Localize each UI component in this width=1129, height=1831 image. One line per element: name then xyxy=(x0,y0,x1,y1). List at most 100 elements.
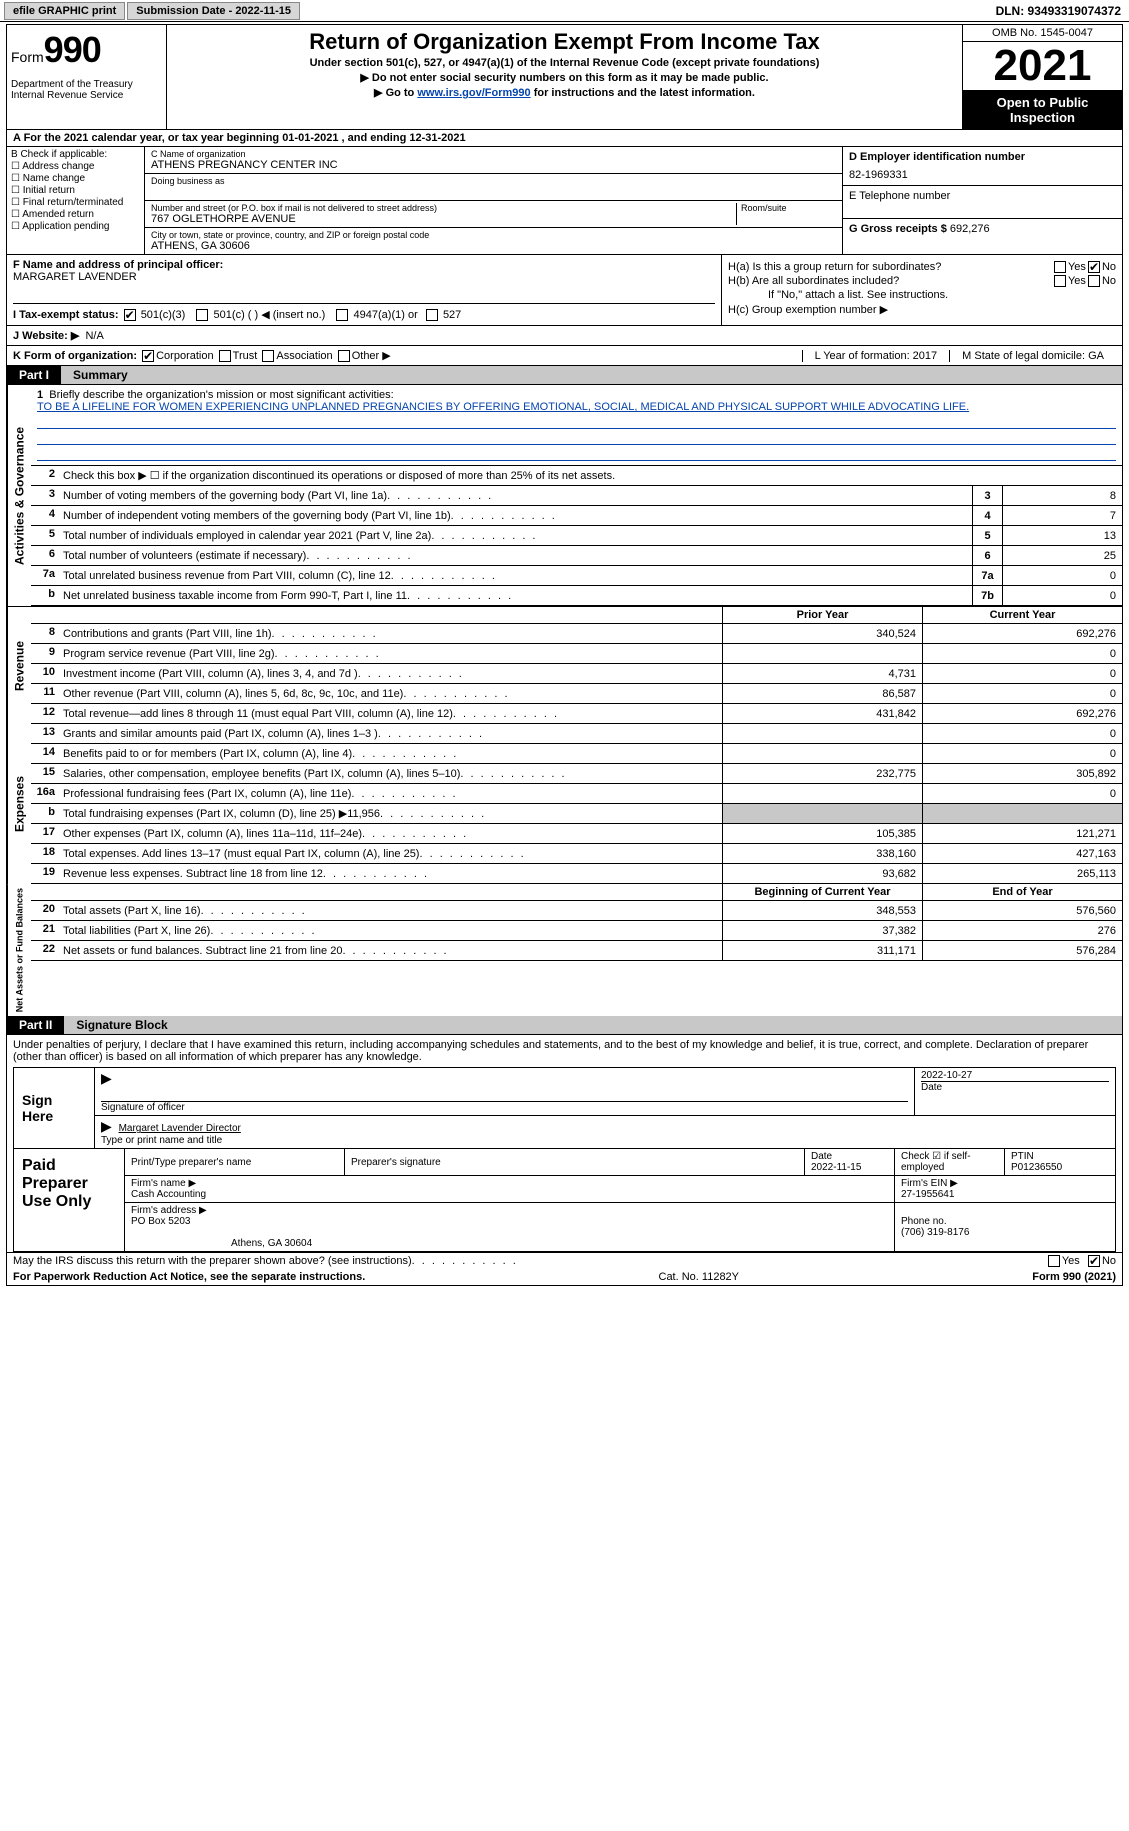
current-val: 0 xyxy=(922,684,1122,703)
form-title: Return of Organization Exempt From Incom… xyxy=(175,29,954,55)
chk-application-pending[interactable]: ☐ Application pending xyxy=(11,221,140,232)
form-990-page: Form990 Department of the Treasury Inter… xyxy=(6,24,1123,1286)
chk-527[interactable] xyxy=(426,309,438,321)
line-2-num: 2 xyxy=(31,466,59,485)
side-revenue: Revenue xyxy=(7,607,31,724)
tax-exempt-label: I Tax-exempt status: xyxy=(13,309,119,321)
dept-label: Department of the Treasury Internal Reve… xyxy=(11,79,162,101)
opt-501c: 501(c) ( ) ◀ (insert no.) xyxy=(214,309,326,321)
line-num: 21 xyxy=(31,921,59,940)
current-val: 276 xyxy=(922,921,1122,940)
discuss-no[interactable] xyxy=(1088,1255,1100,1267)
prior-val: 348,553 xyxy=(722,901,922,920)
gov-row-7a: 7a Total unrelated business revenue from… xyxy=(31,566,1122,586)
prior-val xyxy=(722,804,922,823)
discuss-yes[interactable] xyxy=(1048,1255,1060,1267)
line-num: 4 xyxy=(31,506,59,525)
line-val: 8 xyxy=(1002,486,1122,505)
line-text: Grants and similar amounts paid (Part IX… xyxy=(59,724,722,743)
chk-trust[interactable] xyxy=(219,350,231,362)
gross-label: G Gross receipts $ xyxy=(849,223,947,235)
chk-final-return[interactable]: ☐ Final return/terminated xyxy=(11,197,140,208)
part-2-tab: Part II xyxy=(7,1016,64,1034)
chk-initial-return[interactable]: ☐ Initial return xyxy=(11,185,140,196)
part-1-title: Summary xyxy=(61,366,1122,384)
ha-yes[interactable] xyxy=(1054,261,1066,273)
col-h-group: H(a) Is this a group return for subordin… xyxy=(722,255,1122,325)
website-value: N/A xyxy=(85,330,103,342)
prior-val: 86,587 xyxy=(722,684,922,703)
submission-date-label: Submission Date - 2022-11-15 xyxy=(127,2,300,20)
line-box: 5 xyxy=(972,526,1002,545)
chk-address-change[interactable]: ☐ Address change xyxy=(11,161,140,172)
line-num: b xyxy=(31,804,59,823)
line-text: Total assets (Part X, line 16) xyxy=(59,901,722,920)
arrow-icon: ▶ xyxy=(101,1070,112,1086)
city-label: City or town, state or province, country… xyxy=(151,230,836,240)
chk-other[interactable] xyxy=(338,350,350,362)
line-num: b xyxy=(31,586,59,605)
hc-label: H(c) Group exemption number ▶ xyxy=(728,303,888,316)
form-subtitle-2: ▶ Do not enter social security numbers o… xyxy=(175,71,954,84)
line-num: 22 xyxy=(31,941,59,960)
ein-value: 82-1969331 xyxy=(849,169,1116,181)
prior-val xyxy=(722,784,922,803)
chk-501c3[interactable] xyxy=(124,309,136,321)
firm-addr: PO Box 5203 xyxy=(131,1216,888,1227)
chk-name-change[interactable]: ☐ Name change xyxy=(11,173,140,184)
addr-label: Number and street (or P.O. box if mail i… xyxy=(151,203,736,213)
form-number: 990 xyxy=(44,29,101,70)
line-box: 3 xyxy=(972,486,1002,505)
hdr-beginning-year: Beginning of Current Year xyxy=(722,884,922,900)
current-val: 0 xyxy=(922,744,1122,763)
chk-amended-return[interactable]: ☐ Amended return xyxy=(11,209,140,220)
line-text: Total number of volunteers (estimate if … xyxy=(59,546,972,565)
hb-no[interactable] xyxy=(1088,275,1100,287)
firm-ein-label: Firm's EIN ▶ xyxy=(901,1178,1109,1189)
line-text: Revenue less expenses. Subtract line 18 … xyxy=(59,864,722,883)
chk-corporation[interactable] xyxy=(142,350,154,362)
line-val: 25 xyxy=(1002,546,1122,565)
hb-yes[interactable] xyxy=(1054,275,1066,287)
mission-text[interactable]: TO BE A LIFELINE FOR WOMEN EXPERIENCING … xyxy=(37,401,969,413)
line-text: Net unrelated business taxable income fr… xyxy=(59,586,972,605)
chk-4947[interactable] xyxy=(336,309,348,321)
ha-no[interactable] xyxy=(1088,261,1100,273)
line-val: 0 xyxy=(1002,586,1122,605)
dln-label: DLN: 93493319074372 xyxy=(996,4,1129,18)
chk-501c[interactable] xyxy=(196,309,208,321)
line-2-text: Check this box ▶ ☐ if the organization d… xyxy=(59,466,1122,485)
prior-val: 232,775 xyxy=(722,764,922,783)
paid-preparer-block: Paid Preparer Use Only Print/Type prepar… xyxy=(13,1149,1116,1252)
line-text: Total revenue—add lines 8 through 11 (mu… xyxy=(59,704,722,723)
website-label: J Website: ▶ xyxy=(13,329,79,342)
prior-val: 311,171 xyxy=(722,941,922,960)
col-c-org-info: C Name of organization ATHENS PREGNANCY … xyxy=(145,147,842,254)
tax-year: 2021 xyxy=(963,42,1122,91)
chk-association[interactable] xyxy=(262,350,274,362)
line-num: 12 xyxy=(31,704,59,723)
mission-label: Briefly describe the organization's miss… xyxy=(49,389,393,401)
discuss-no-label: No xyxy=(1102,1255,1116,1267)
efile-print-button[interactable]: efile GRAPHIC print xyxy=(4,2,125,20)
form-page-label: Form 990 (2021) xyxy=(1032,1271,1116,1283)
governance-section: Activities & Governance 1 Briefly descri… xyxy=(7,385,1122,606)
prep-date-label: Date xyxy=(811,1151,888,1162)
firm-phone-label: Phone no. xyxy=(901,1216,1109,1227)
opt-trust: Trust xyxy=(233,350,258,362)
opt-501c3: 501(c)(3) xyxy=(141,309,186,321)
sign-here-label: Sign Here xyxy=(14,1068,94,1148)
year-formation: L Year of formation: 2017 xyxy=(802,350,950,362)
row-12: 12 Total revenue—add lines 8 through 11 … xyxy=(31,704,1122,724)
current-val: 692,276 xyxy=(922,704,1122,723)
opt-corp: Corporation xyxy=(156,350,213,362)
hb-label: H(b) Are all subordinates included? xyxy=(728,275,1052,287)
current-val: 692,276 xyxy=(922,624,1122,643)
irs-link[interactable]: www.irs.gov/Form990 xyxy=(417,87,530,99)
part-1-header: Part I Summary xyxy=(7,366,1122,385)
line-num: 9 xyxy=(31,644,59,663)
line-text: Program service revenue (Part VIII, line… xyxy=(59,644,722,663)
firm-name: Cash Accounting xyxy=(131,1189,888,1200)
line-num: 10 xyxy=(31,664,59,683)
prior-val xyxy=(722,744,922,763)
